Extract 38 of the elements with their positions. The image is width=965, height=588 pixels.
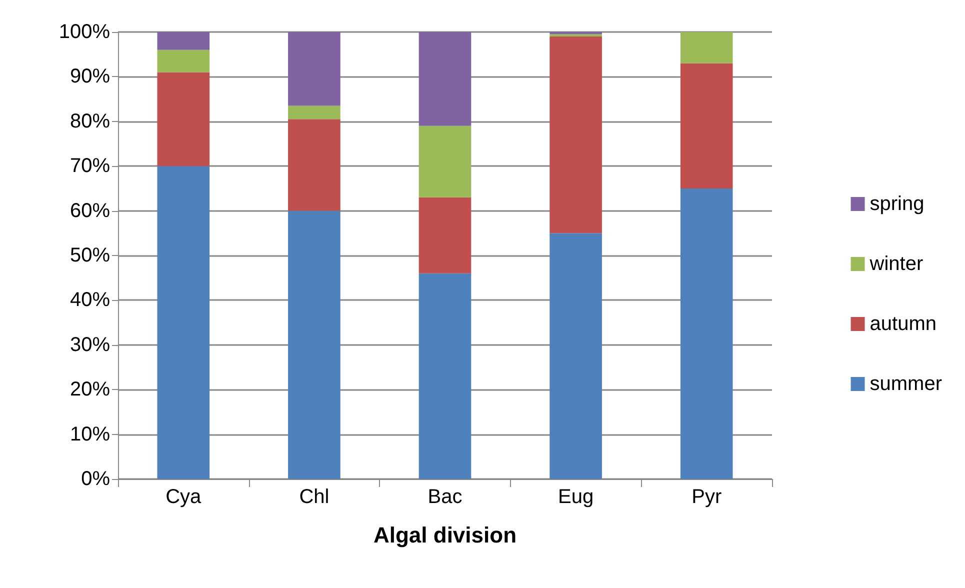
- y-tick-label: 90%: [70, 66, 110, 88]
- bar: [418, 273, 472, 479]
- y-tick-label: 80%: [70, 110, 110, 132]
- y-tick-label: 100%: [58, 21, 110, 43]
- legend-label: spring: [870, 193, 924, 215]
- y-tick-label: 40%: [70, 289, 110, 312]
- bar: [680, 63, 733, 188]
- bar: [680, 188, 733, 479]
- x-tick-label: Chl: [299, 486, 330, 508]
- bar: [157, 72, 210, 166]
- y-tick-label: 30%: [70, 334, 110, 356]
- bar: [157, 32, 210, 50]
- x-axis-title: Algal division: [373, 522, 517, 548]
- bar: [418, 197, 472, 274]
- x-tick-label: Bac: [428, 486, 462, 508]
- y-tick-label: 0%: [81, 468, 110, 490]
- x-tick-label: Eug: [558, 486, 594, 508]
- bar: [680, 32, 733, 64]
- x-tick-label: Pyr: [692, 486, 722, 508]
- bar: [418, 32, 472, 126]
- y-tick-label: 50%: [70, 244, 110, 266]
- bar: [418, 126, 472, 198]
- bar: [288, 119, 340, 211]
- legend-label: summer: [870, 373, 942, 395]
- bar: [550, 233, 602, 479]
- legend-label: winter: [868, 253, 924, 275]
- bar: [288, 106, 340, 120]
- x-tick-label: Cya: [166, 486, 202, 508]
- bar: [157, 50, 210, 72]
- bar: [550, 36, 602, 234]
- bar: [288, 32, 340, 106]
- y-tick-label: 70%: [70, 155, 110, 178]
- y-tick-label: 20%: [70, 378, 110, 401]
- legend-label: autumn: [870, 313, 936, 335]
- bar: [288, 210, 340, 479]
- y-tick-label: 60%: [70, 200, 110, 222]
- bar: [157, 166, 210, 479]
- y-tick-label: 10%: [70, 423, 110, 446]
